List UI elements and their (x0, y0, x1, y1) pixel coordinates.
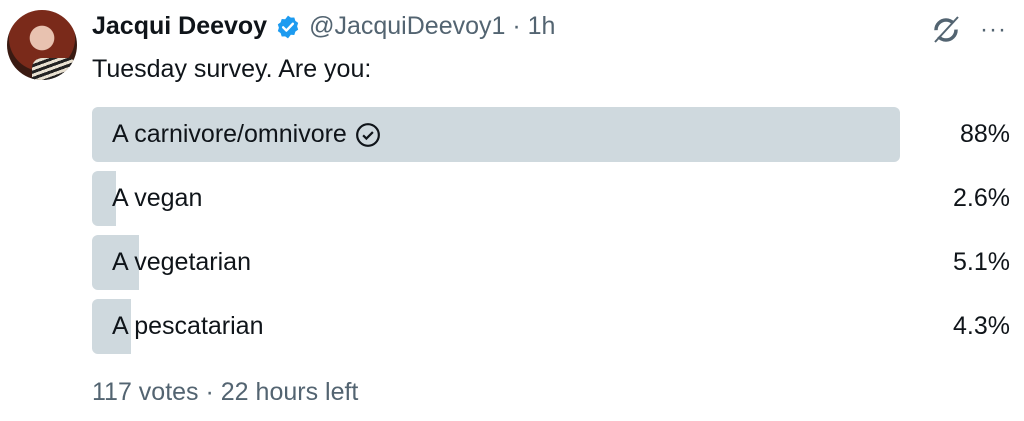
poll-option-label: A vegetarian (112, 248, 251, 277)
poll-footer: 117 votes · 22 hours left (92, 378, 358, 407)
option-text: A vegetarian (112, 248, 251, 276)
poll-bar (92, 171, 116, 226)
avatar[interactable] (7, 10, 77, 80)
more-icon[interactable]: ··· (980, 16, 1007, 43)
separator: · (198, 378, 221, 406)
verified-badge-icon (277, 15, 299, 38)
option-text: A carnivore/omnivore (112, 120, 347, 148)
avatar-shirt (32, 58, 77, 80)
separator: · (505, 12, 528, 40)
poll-option-label: A carnivore/omnivore (112, 120, 381, 149)
poll-percent: 2.6% (953, 184, 1010, 212)
poll-option: A vegetarian 5.1% (92, 235, 1010, 290)
grok-icon[interactable] (930, 14, 962, 46)
vote-count: 117 votes (92, 378, 199, 406)
poll-bar (92, 299, 132, 354)
time-left: 22 hours left (220, 378, 359, 406)
poll-option: A pescatarian 4.3% (92, 299, 1010, 354)
poll-option: A vegan 2.6% (92, 171, 1010, 226)
poll-bar (92, 107, 900, 162)
option-text: A vegan (112, 184, 203, 212)
author-name[interactable]: Jacqui Deevoy (92, 12, 268, 40)
tweet-text: Tuesday survey. Are you: (92, 55, 372, 83)
poll-percent: 5.1% (953, 248, 1010, 276)
author-handle[interactable]: @JacquiDeevoy1 (309, 12, 506, 40)
poll-option-label: A pescatarian (112, 312, 264, 341)
poll: A carnivore/omnivore 88% A vegan 2.6% A vege… (92, 107, 1010, 363)
poll-option: A carnivore/omnivore 88% (92, 107, 1010, 162)
tweet-time[interactable]: 1h (527, 12, 556, 40)
poll-percent: 4.3% (953, 312, 1010, 340)
poll-option-label: A vegan (112, 184, 202, 213)
option-text: A pescatarian (112, 312, 264, 340)
poll-bar (92, 235, 139, 290)
poll-percent: 88% (959, 120, 1010, 148)
tweet-header: Jacqui Deevoy @JacquiDeevoy1 · 1h (92, 12, 555, 41)
check-circle-icon (355, 122, 380, 147)
